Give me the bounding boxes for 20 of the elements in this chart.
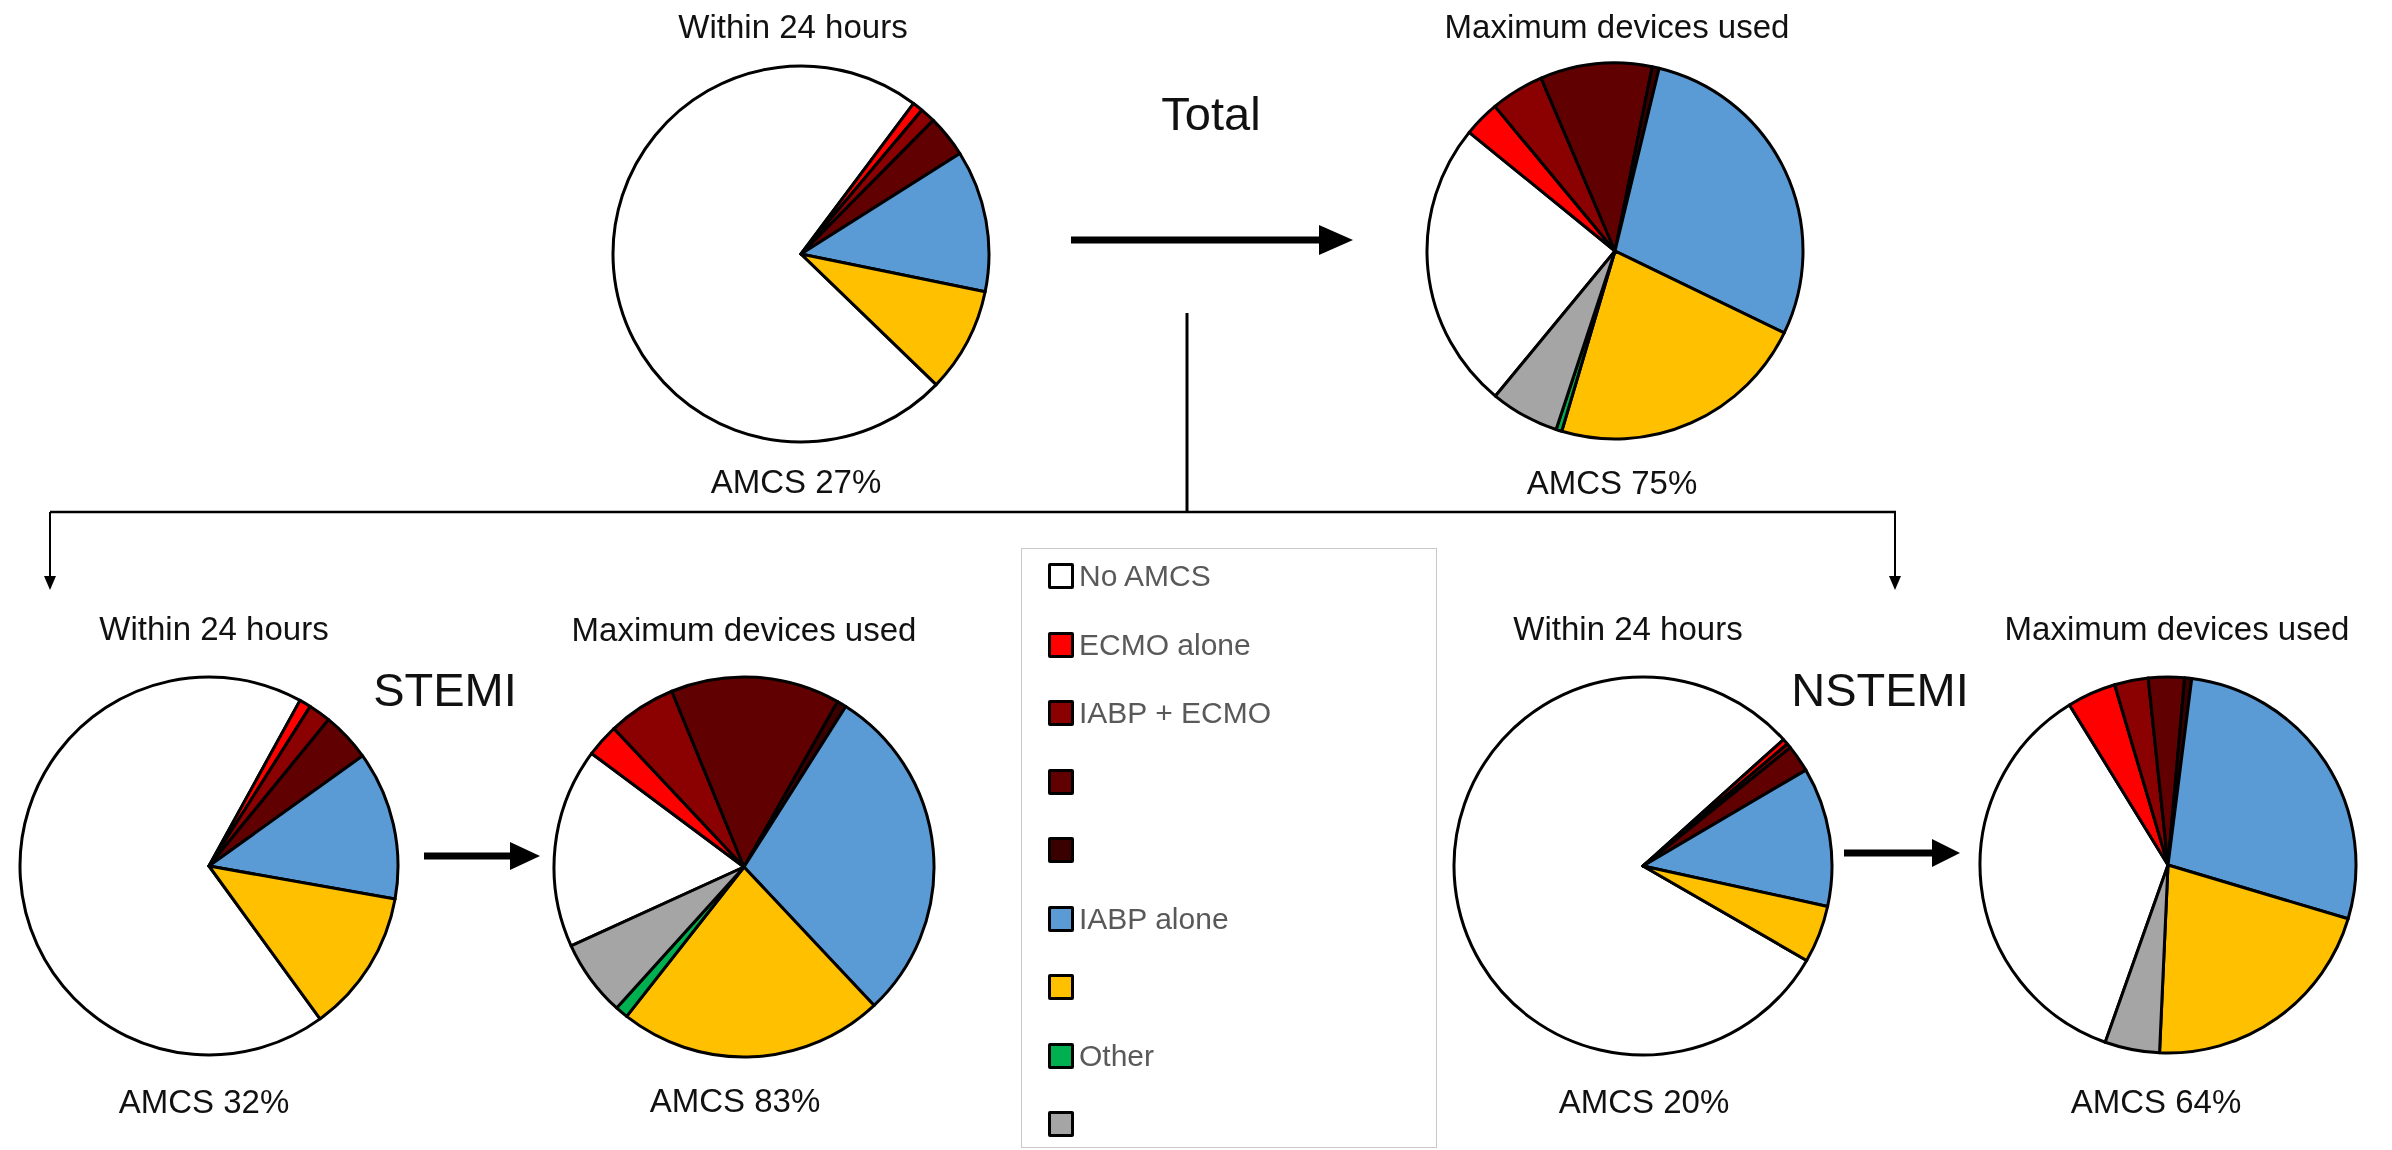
legend-label: No AMCS xyxy=(1078,559,1211,593)
text: Maximum devices used xyxy=(571,611,917,649)
legend-label: ECMO alone xyxy=(1078,627,1251,662)
text: STEMI xyxy=(373,662,517,718)
text: AMCS 83% xyxy=(649,1082,821,1120)
chart-title: Within 24 hours xyxy=(99,610,329,648)
chart-title: Within 24 hours xyxy=(678,8,908,46)
text: NSTEMI xyxy=(1791,662,1969,718)
chart-title: Maximum devices used xyxy=(2004,610,2350,648)
text: AMCS 64% xyxy=(2070,1083,2242,1121)
chart-title: Maximum devices used xyxy=(1444,8,1790,46)
chart-title: Within 24 hours xyxy=(1513,610,1743,648)
text: AMCS 20% xyxy=(1558,1083,1730,1121)
legend-label: Other xyxy=(1078,1038,1155,1073)
text: AMCS 27% xyxy=(710,463,882,501)
text: Total xyxy=(1161,86,1261,142)
legend-label: IABP + ECMO xyxy=(1078,696,1272,730)
text: AMCS 32% xyxy=(118,1083,290,1121)
text: AMCS 75% xyxy=(1526,464,1698,502)
legend-label: IABP alone xyxy=(1078,901,1229,936)
